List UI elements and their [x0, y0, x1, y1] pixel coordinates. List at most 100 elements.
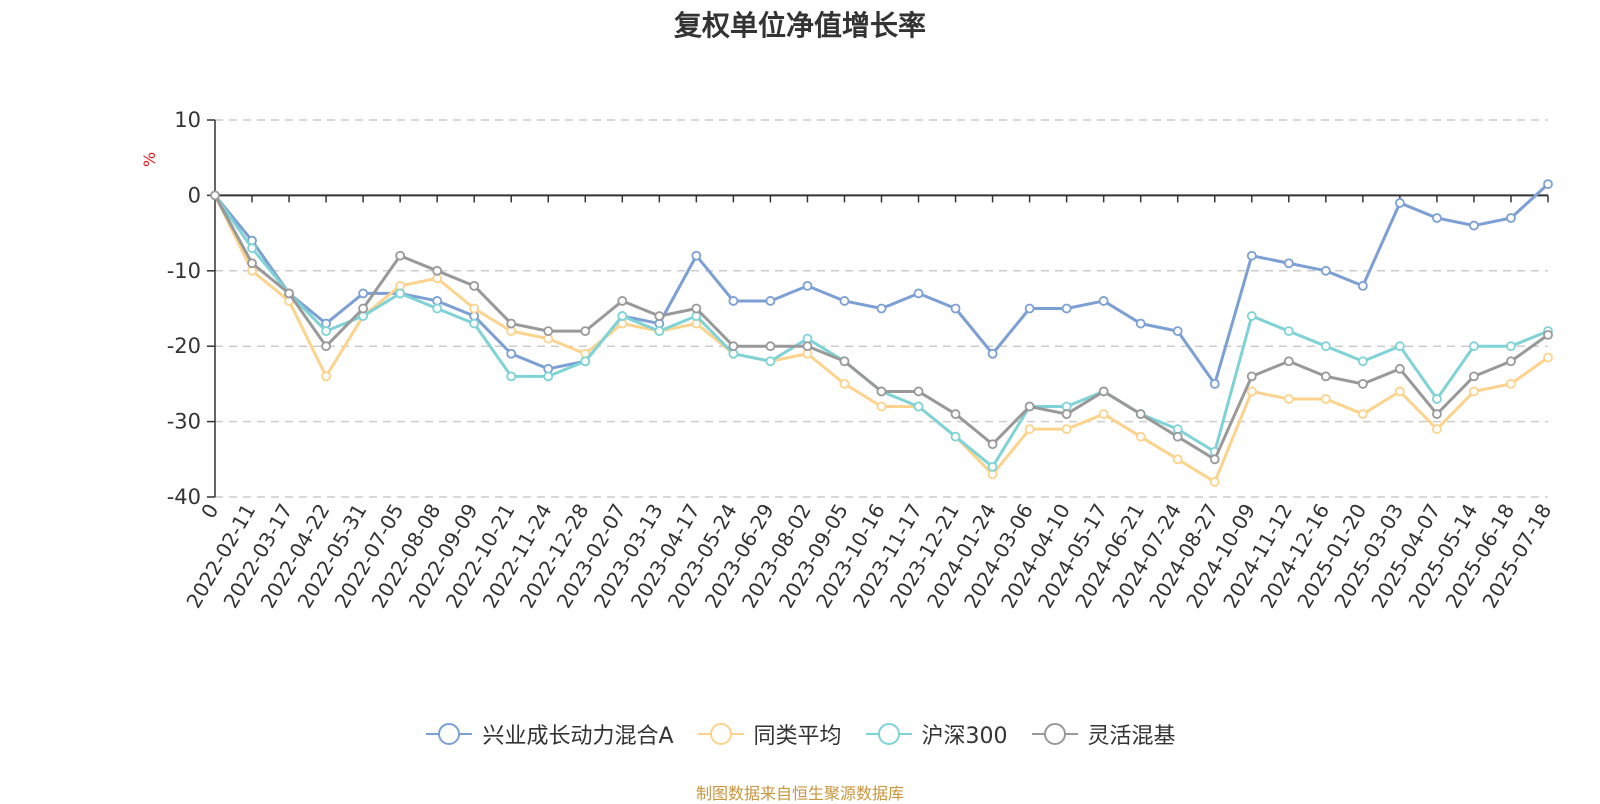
legend-marker-icon: [426, 723, 473, 745]
data-point: [1506, 213, 1516, 223]
data-point: [1320, 265, 1331, 276]
data-point: [876, 386, 887, 397]
data-point: [728, 296, 739, 306]
data-point: [1283, 258, 1294, 269]
data-point: [654, 311, 665, 321]
data-point: [1172, 454, 1183, 465]
data-point: [580, 326, 591, 337]
data-point: [1320, 371, 1331, 382]
data-point: [1283, 394, 1294, 404]
data-point: [1246, 386, 1257, 397]
data-point: [1135, 431, 1146, 442]
legend-label: 同类平均: [753, 724, 842, 749]
chart-title: 复权单位净值增长率: [673, 9, 926, 42]
data-point: [876, 303, 887, 314]
data-point: [284, 288, 294, 299]
data-point: [1469, 371, 1479, 382]
legend-item[interactable]: 同类平均: [696, 718, 842, 750]
data-point: [876, 401, 887, 412]
series-line: [213, 194, 1549, 484]
data-point: [1024, 401, 1035, 412]
x-tick-label: 0: [196, 500, 223, 523]
data-point: [1320, 341, 1331, 352]
data-point: [247, 243, 257, 254]
data-point: [1432, 213, 1442, 223]
data-point: [469, 318, 480, 329]
data-point: [1209, 378, 1220, 389]
y-tick-label: 0: [188, 183, 201, 207]
data-point: [802, 280, 813, 291]
legend-marker-icon: [697, 723, 744, 745]
data-point: [395, 250, 406, 261]
data-point: [469, 303, 480, 314]
series-line: [213, 194, 1549, 469]
data-point: [1506, 341, 1516, 352]
data-point: [1246, 311, 1257, 321]
data-source-note: 制图数据来自恒生聚源数据库: [695, 784, 904, 803]
data-point: [1024, 303, 1035, 314]
data-point: [1543, 179, 1553, 189]
data-point: [1061, 409, 1072, 419]
data-point: [1543, 329, 1553, 340]
data-point: [617, 311, 628, 321]
data-point: [395, 288, 406, 299]
data-point: [1394, 198, 1405, 208]
data-point: [1469, 220, 1479, 231]
data-point: [1394, 363, 1405, 374]
data-point: [1320, 394, 1331, 404]
data-point: [1506, 356, 1516, 367]
data-point: [987, 461, 998, 472]
data-point: [1172, 326, 1183, 337]
data-point: [1283, 326, 1294, 337]
y-tick-label: -30: [167, 410, 201, 434]
chart-area: 100-10-20-30-4002022-02-112022-03-172022…: [167, 108, 1557, 612]
data-point: [469, 280, 480, 291]
data-point: [1432, 409, 1442, 419]
legend-item[interactable]: 兴业成长动力混合A: [424, 718, 674, 750]
data-point: [765, 296, 776, 306]
data-point: [913, 401, 924, 412]
legend-label: 灵活混基: [1087, 724, 1176, 749]
y-tick-label: -20: [167, 334, 201, 358]
data-point: [1209, 477, 1220, 487]
data-point: [358, 288, 369, 299]
data-point: [543, 326, 554, 337]
data-point: [1246, 250, 1257, 261]
legend-item[interactable]: 灵活混基: [1030, 718, 1176, 750]
data-point: [506, 371, 517, 382]
legend-marker-icon: [865, 723, 912, 745]
data-point: [1283, 356, 1294, 367]
data-point: [1098, 409, 1109, 419]
data-point: [1394, 341, 1405, 352]
data-point: [1394, 386, 1405, 397]
data-point: [987, 439, 998, 450]
data-point: [1432, 424, 1442, 435]
data-point: [1357, 409, 1368, 419]
data-point: [1135, 318, 1146, 329]
data-point: [913, 386, 924, 397]
y-tick-label: 10: [174, 108, 201, 132]
legend-label: 兴业成长动力混合A: [482, 724, 674, 749]
data-point: [1246, 371, 1257, 382]
data-point: [1061, 424, 1072, 435]
data-point: [543, 371, 554, 382]
data-point: [950, 431, 961, 442]
data-point: [321, 326, 331, 337]
data-point: [1357, 280, 1368, 291]
data-point: [506, 318, 517, 329]
data-point: [1061, 303, 1072, 314]
legend-item[interactable]: 沪深300: [864, 718, 1008, 750]
data-point: [432, 303, 443, 314]
data-point: [1209, 454, 1220, 465]
data-point: [765, 341, 776, 352]
data-point: [839, 356, 850, 367]
data-point: [1098, 296, 1109, 306]
data-point: [358, 303, 369, 314]
data-point: [691, 303, 702, 314]
data-point: [987, 348, 998, 359]
data-point: [691, 250, 702, 261]
data-point: [839, 296, 850, 306]
data-point: [802, 341, 813, 352]
origin-point: [210, 190, 220, 201]
legend-marker-icon: [1031, 723, 1078, 745]
